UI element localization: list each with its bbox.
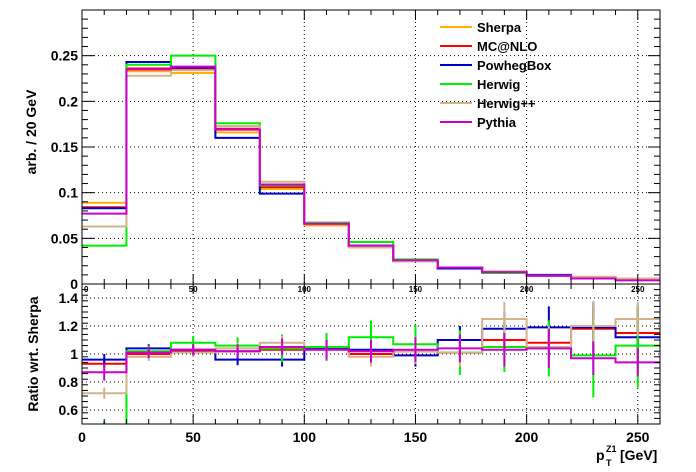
x-tick-label: 50 xyxy=(185,429,201,445)
legend-label: PowhegBox xyxy=(477,58,552,73)
x-tick-label: 100 xyxy=(293,429,317,445)
y-axis-title-ratio: Ratio wrt. Sherpa xyxy=(25,296,41,411)
series-line-Pythia xyxy=(82,65,660,282)
legend-label: Herwig xyxy=(477,77,520,92)
y-tick-label: 1.4 xyxy=(59,290,79,306)
y-tick-label: 1 xyxy=(70,346,78,362)
legend: Sherpa MC@NLO PowhegBox Herwig Herwig++ Pythi… xyxy=(440,20,552,130)
y-tick-label: 0.1 xyxy=(59,185,79,201)
x-axis-title-main: p xyxy=(596,447,605,463)
legend-item: PowhegBox xyxy=(440,58,552,73)
legend-item: MC@NLO xyxy=(440,39,537,54)
y-tick-label: 0.15 xyxy=(51,139,78,155)
legend-label: Herwig++ xyxy=(477,96,536,111)
legend-item: Pythia xyxy=(440,115,517,130)
legend-item: Herwig++ xyxy=(440,96,536,111)
y-tick-label: 0 xyxy=(70,276,78,292)
y-tick-label: 0.05 xyxy=(51,230,78,246)
y-tick-label: 1.2 xyxy=(59,318,79,334)
panel-ratio: 0.6 0.8 1 1.2 1.4 Ratio wrt. Sherpa xyxy=(25,283,661,425)
y-tick-label: 0.6 xyxy=(59,402,79,418)
x-tick-label: 150 xyxy=(404,429,428,445)
legend-label: MC@NLO xyxy=(477,39,537,54)
x-axis-title-sup: Z1 xyxy=(606,444,617,454)
x-tick-label: 200 xyxy=(515,429,539,445)
legend-label: Sherpa xyxy=(477,20,522,35)
y-tick-label: 0.2 xyxy=(59,93,79,109)
legend-item: Sherpa xyxy=(440,20,522,35)
series-group-ratio xyxy=(82,300,660,424)
x-tick-label: 0 xyxy=(78,429,86,445)
x-axis-title: p T Z1 [GeV] xyxy=(596,444,657,468)
legend-item: Herwig xyxy=(440,77,520,92)
x-tick-label: 250 xyxy=(626,429,650,445)
series-group-distribution xyxy=(82,54,660,282)
legend-label: Pythia xyxy=(477,115,517,130)
y-tick-label: 0.8 xyxy=(59,374,79,390)
y-tick-label: 0.25 xyxy=(51,48,78,64)
x-axis-title-unit: [GeV] xyxy=(620,447,657,463)
x-axis-title-sub: T xyxy=(606,458,612,468)
y-axis-title-distribution: arb. / 20 GeV xyxy=(23,89,39,174)
